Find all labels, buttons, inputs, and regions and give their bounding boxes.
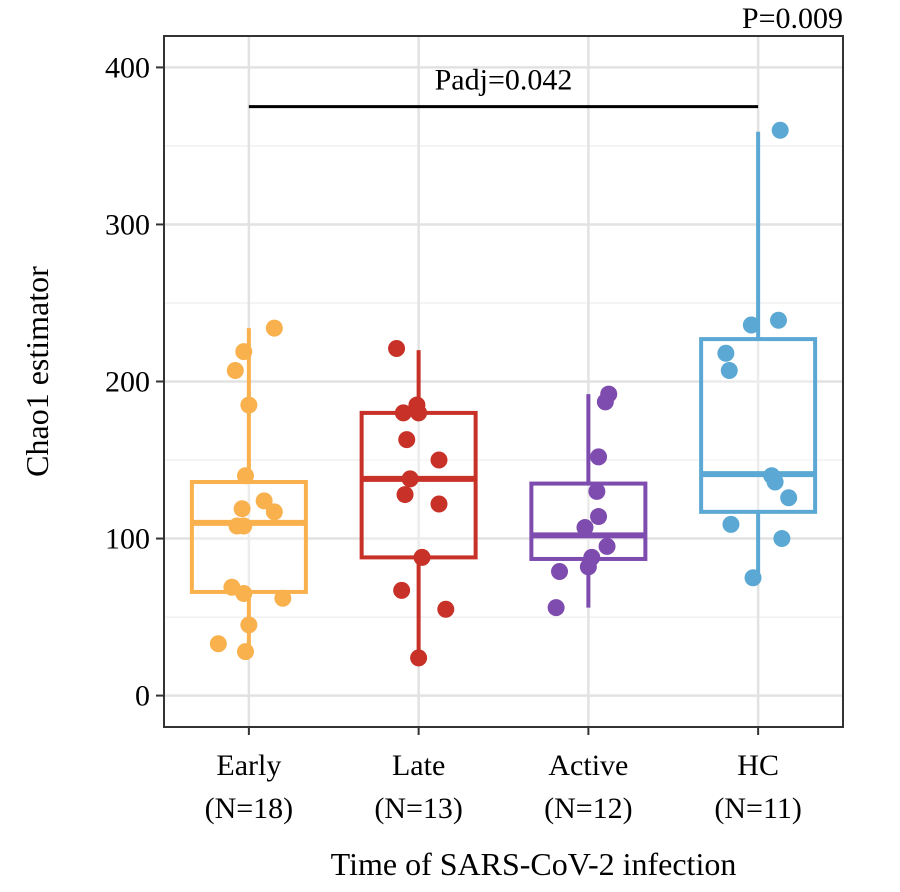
data-point-late — [394, 404, 412, 422]
x-tick-label-hc: HC — [737, 749, 779, 782]
box-hc — [699, 131, 818, 577]
x-tick-label-active: Active — [548, 749, 628, 782]
box-active — [529, 394, 648, 608]
x-tick-label-late: Late — [392, 749, 445, 782]
data-point-late — [401, 470, 419, 488]
data-point-early — [233, 500, 251, 518]
data-point-hc — [722, 515, 740, 533]
data-point-early — [240, 396, 258, 414]
iqr-box — [359, 410, 478, 560]
data-point-early — [274, 589, 292, 607]
points — [209, 121, 798, 667]
y-tick-label: 0 — [135, 680, 150, 713]
data-point-active — [590, 448, 608, 466]
x-tick-count-hc: (N=11) — [714, 792, 801, 825]
data-point-active — [588, 482, 606, 500]
y-tick-label: 400 — [105, 51, 150, 84]
data-point-hc — [742, 316, 760, 334]
data-point-late — [430, 495, 448, 513]
padj-label: Padj=0.042 — [435, 64, 573, 97]
data-point-active — [576, 519, 594, 537]
data-point-active — [547, 599, 565, 617]
data-point-late — [393, 581, 411, 599]
data-point-hc — [771, 121, 789, 139]
data-point-early — [235, 517, 253, 535]
x-tick-count-early: (N=18) — [205, 792, 294, 825]
data-point-early — [265, 319, 283, 337]
data-point-late — [410, 649, 428, 667]
iqr-box — [529, 481, 648, 561]
data-point-active — [579, 558, 597, 576]
data-point-hc — [766, 473, 784, 491]
data-point-late — [388, 340, 406, 358]
x-axis-title: Time of SARS-CoV-2 infection — [331, 846, 737, 882]
data-point-late — [410, 404, 428, 422]
iqr-box — [699, 337, 818, 514]
data-point-active — [598, 537, 616, 555]
axes: 0 100 200 300 400 Early (N=18) Late (N=13) Active… — [105, 51, 802, 825]
y-axis-title: Chao1 estimator — [19, 266, 55, 477]
data-point-active — [596, 393, 614, 411]
data-point-early — [209, 635, 227, 653]
data-point-early — [226, 362, 244, 380]
y-tick-label: 200 — [105, 366, 150, 399]
data-point-hc — [717, 344, 735, 362]
y-tick-label: 300 — [105, 208, 150, 241]
data-point-early — [240, 616, 258, 634]
data-point-early — [236, 643, 254, 661]
iqr-box — [189, 480, 308, 594]
data-point-early — [265, 503, 283, 521]
data-point-hc — [773, 530, 791, 548]
data-point-early — [235, 585, 253, 603]
x-tick-count-late: (N=13) — [374, 792, 463, 825]
data-point-late — [396, 486, 414, 504]
data-point-active — [590, 508, 608, 526]
data-point-late — [398, 431, 416, 449]
data-point-active — [551, 563, 569, 581]
data-point-late — [430, 451, 448, 469]
data-point-late — [413, 548, 431, 566]
data-point-early — [255, 492, 273, 510]
data-point-early — [235, 343, 253, 361]
data-point-hc — [744, 569, 762, 587]
data-point-late — [437, 600, 455, 618]
data-point-hc — [769, 311, 787, 329]
x-tick-label-early: Early — [216, 749, 281, 782]
data-point-early — [236, 467, 254, 485]
y-tick-label: 100 — [105, 523, 150, 556]
x-tick-count-active: (N=12) — [544, 792, 633, 825]
data-point-hc — [780, 489, 798, 507]
overall-p-value: P=0.009 — [742, 2, 843, 35]
annotations: Padj=0.042 P=0.009 — [248, 2, 843, 109]
data-point-hc — [720, 362, 738, 380]
